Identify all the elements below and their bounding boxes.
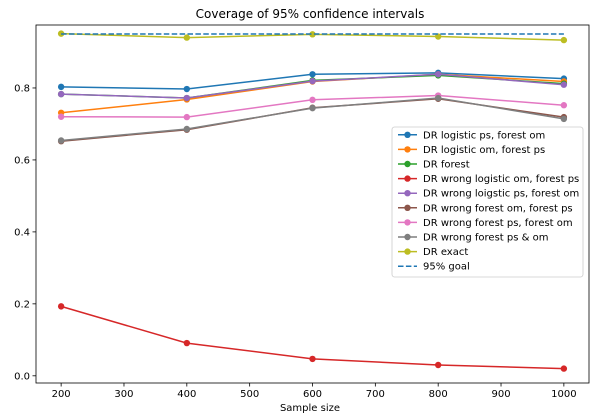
legend-label: DR wrong logistic om, forest ps: [423, 174, 579, 185]
data-point: [183, 113, 191, 121]
x-tick-label: 1000: [551, 389, 576, 400]
data-point: [309, 355, 316, 363]
legend-marker: [404, 219, 411, 226]
x-axis-title: Sample size: [280, 403, 340, 414]
x-tick-label: 800: [429, 389, 448, 400]
series-7: [57, 94, 568, 144]
legend-item: 95% goal: [398, 262, 470, 273]
data-point: [309, 104, 316, 112]
data-point: [434, 33, 442, 40]
legend-item: DR wrong forest ps & om: [398, 233, 548, 244]
legend-label: DR wrong forest om, forest ps: [423, 203, 573, 214]
legend-item: DR logistic ps, forest om: [398, 130, 545, 141]
x-tick-label: 700: [366, 389, 385, 400]
data-point: [434, 71, 442, 78]
legend-item: DR wrong loigstic ps, forest om: [398, 189, 579, 200]
legend-marker: [404, 131, 411, 138]
data-point: [309, 77, 316, 85]
legend-marker: [404, 146, 411, 153]
data-point: [57, 303, 65, 310]
legend-label: DR logistic ps, forest om: [423, 130, 545, 141]
y-tick-label: 0.0: [14, 371, 30, 382]
legend-marker: [404, 175, 411, 182]
legend-marker: [404, 204, 411, 211]
y-tick-label: 0.8: [14, 83, 30, 94]
series-layer: [57, 30, 568, 372]
y-tick-label: 0.2: [14, 299, 30, 310]
legend-label: 95% goal: [423, 262, 470, 273]
data-point: [57, 83, 65, 91]
legend-item: DR logistic om, forest ps: [398, 145, 545, 156]
data-point: [57, 113, 65, 120]
legend-label: DR wrong forest ps & om: [423, 233, 548, 244]
data-point: [560, 365, 568, 372]
x-tick-label: 600: [303, 389, 322, 400]
series-8: [57, 30, 568, 44]
data-point: [309, 96, 316, 104]
legend-marker: [404, 190, 411, 197]
data-point: [183, 94, 191, 102]
data-point: [434, 361, 442, 369]
data-point: [183, 85, 191, 93]
legend-label: DR forest: [423, 160, 470, 171]
legend-item: DR wrong forest ps, forest om: [398, 218, 573, 229]
legend-item: DR exact: [398, 247, 468, 258]
legend-box: [391, 126, 584, 278]
legend-item: DR wrong logistic om, forest ps: [398, 174, 579, 185]
y-tick-label: 0.4: [14, 227, 30, 238]
data-point: [309, 71, 316, 78]
legend-item: DR wrong forest om, forest ps: [398, 203, 573, 214]
x-tick-label: 500: [240, 389, 259, 400]
legend-item: DR forest: [398, 160, 470, 171]
data-point: [57, 90, 65, 98]
legend-marker: [404, 233, 411, 241]
x-axis: 200 300 400 500 600 700 800 900 1000: [52, 383, 577, 400]
data-point: [183, 125, 191, 133]
series-3: [57, 303, 568, 372]
data-point: [57, 137, 65, 144]
data-point: [560, 36, 568, 44]
legend-marker: [404, 160, 411, 168]
data-point: [434, 94, 442, 102]
data-point: [183, 339, 191, 347]
legend-label: DR exact: [423, 247, 468, 258]
legend-label: DR wrong loigstic ps, forest om: [423, 189, 579, 200]
legend-label: DR logistic om, forest ps: [423, 145, 545, 156]
y-tick-label: 0.6: [14, 155, 30, 166]
series-4: [57, 71, 568, 102]
legend-marker: [404, 248, 411, 255]
data-point: [560, 81, 568, 88]
data-point: [309, 31, 316, 38]
legend: DR logistic ps, forest om DR logistic om,…: [391, 126, 584, 278]
x-tick-label: 200: [52, 389, 71, 400]
x-tick-label: 400: [177, 389, 196, 400]
x-tick-label: 300: [114, 389, 133, 400]
data-point: [560, 115, 568, 123]
legend-label: DR wrong forest ps, forest om: [423, 218, 573, 229]
y-axis: 0.0 0.2 0.4 0.6 0.8: [14, 83, 36, 382]
data-point: [183, 34, 191, 41]
chart-title: Coverage of 95% confidence intervals: [196, 7, 425, 21]
data-point: [560, 102, 568, 109]
x-tick-label: 900: [491, 389, 510, 400]
